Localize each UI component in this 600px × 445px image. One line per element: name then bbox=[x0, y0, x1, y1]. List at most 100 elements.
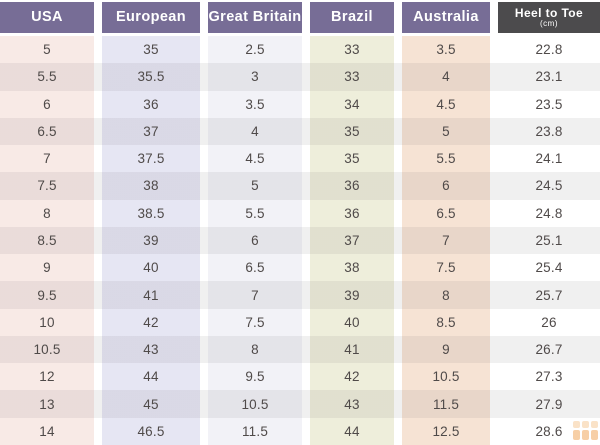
table-cell-usa: 10 bbox=[0, 308, 94, 336]
table-cell-australia: 12.5 bbox=[402, 417, 490, 445]
table-cell-usa: 5 bbox=[0, 36, 94, 64]
table-cell-heel-to-toe: 25.4 bbox=[498, 254, 600, 282]
table-cell-great-britain: 10.5 bbox=[208, 390, 302, 418]
table-cell-usa: 6.5 bbox=[0, 117, 94, 146]
table-cell-great-britain: 2.5 bbox=[208, 36, 302, 64]
table-cell-heel-to-toe: 22.8 bbox=[498, 36, 600, 64]
table-cell-usa: 10.5 bbox=[0, 335, 94, 364]
table-row: 10 42 7.5 40 8.5 26 bbox=[0, 308, 600, 336]
table-cell-australia: 5.5 bbox=[402, 145, 490, 173]
table-cell-brazil: 35 bbox=[310, 117, 394, 146]
table-cell-australia: 8.5 bbox=[402, 308, 490, 336]
table-cell-australia: 6 bbox=[402, 172, 490, 200]
table-cell-heel-to-toe: 27.3 bbox=[498, 363, 600, 391]
header-label-great-britain: Great Britain bbox=[208, 8, 302, 25]
table-cell-usa: 6 bbox=[0, 90, 94, 118]
header-label-usa: USA bbox=[31, 8, 63, 25]
table-row: 5.5 35.5 3 33 4 23.1 bbox=[0, 63, 600, 91]
watermark-table-grid-icon bbox=[573, 421, 598, 442]
table-cell-brazil: 33 bbox=[310, 63, 394, 91]
table-cell-great-britain: 4 bbox=[208, 117, 302, 146]
table-cell-australia: 7.5 bbox=[402, 254, 490, 282]
table-cell-usa: 5.5 bbox=[0, 63, 94, 91]
table-cell-brazil: 33 bbox=[310, 36, 394, 64]
table-cell-european: 42 bbox=[102, 308, 200, 336]
table-row: 10.5 43 8 41 9 26.7 bbox=[0, 335, 600, 364]
table-cell-usa: 8.5 bbox=[0, 226, 94, 255]
table-cell-brazil: 35 bbox=[310, 145, 394, 173]
table-cell-great-britain: 3.5 bbox=[208, 90, 302, 118]
table-cell-usa: 13 bbox=[0, 390, 94, 418]
table-row: 8.5 39 6 37 7 25.1 bbox=[0, 226, 600, 255]
table-cell-australia: 5 bbox=[402, 117, 490, 146]
table-cell-australia: 11.5 bbox=[402, 390, 490, 418]
table-cell-european: 37 bbox=[102, 117, 200, 146]
table-cell-brazil: 39 bbox=[310, 281, 394, 309]
header-cell-australia: Australia bbox=[402, 2, 490, 33]
table-row: 7 37.5 4.5 35 5.5 24.1 bbox=[0, 145, 600, 173]
header-cell-brazil: Brazil bbox=[310, 2, 394, 33]
table-cell-heel-to-toe: 23.5 bbox=[498, 90, 600, 118]
table-cell-european: 45 bbox=[102, 390, 200, 418]
table-cell-usa: 7 bbox=[0, 145, 94, 173]
table-row: 9.5 41 7 39 8 25.7 bbox=[0, 281, 600, 309]
table-row: 5 35 2.5 33 3.5 22.8 bbox=[0, 36, 600, 64]
table-cell-great-britain: 5 bbox=[208, 172, 302, 200]
table-row: 13 45 10.5 43 11.5 27.9 bbox=[0, 390, 600, 418]
table-cell-heel-to-toe: 26 bbox=[498, 308, 600, 336]
table-cell-european: 38 bbox=[102, 172, 200, 200]
table-cell-heel-to-toe: 23.1 bbox=[498, 63, 600, 91]
table-cell-great-britain: 7.5 bbox=[208, 308, 302, 336]
table-cell-usa: 8 bbox=[0, 199, 94, 227]
table-cell-heel-to-toe: 24.5 bbox=[498, 172, 600, 200]
table-cell-heel-to-toe: 26.7 bbox=[498, 335, 600, 364]
header-label-heel-to-toe: Heel to Toe bbox=[514, 6, 584, 20]
table-cell-heel-to-toe: 24.8 bbox=[498, 199, 600, 227]
table-cell-brazil: 40 bbox=[310, 308, 394, 336]
table-row: 14 46.5 11.5 44 12.5 28.6 bbox=[0, 417, 600, 445]
table-cell-heel-to-toe: 25.7 bbox=[498, 281, 600, 309]
table-cell-great-britain: 3 bbox=[208, 63, 302, 91]
table-cell-european: 43 bbox=[102, 335, 200, 364]
table-cell-european: 41 bbox=[102, 281, 200, 309]
table-cell-australia: 6.5 bbox=[402, 199, 490, 227]
table-cell-european: 36 bbox=[102, 90, 200, 118]
table-cell-australia: 4.5 bbox=[402, 90, 490, 118]
table-cell-great-britain: 11.5 bbox=[208, 417, 302, 445]
table-cell-heel-to-toe: 24.1 bbox=[498, 145, 600, 173]
table-cell-european: 40 bbox=[102, 254, 200, 282]
table-cell-usa: 9 bbox=[0, 254, 94, 282]
table-cell-great-britain: 6.5 bbox=[208, 254, 302, 282]
table-cell-european: 46.5 bbox=[102, 417, 200, 445]
table-row: 8 38.5 5.5 36 6.5 24.8 bbox=[0, 199, 600, 227]
table-cell-heel-to-toe: 27.9 bbox=[498, 390, 600, 418]
header-cell-usa: USA bbox=[0, 2, 94, 33]
table-cell-european: 35 bbox=[102, 36, 200, 64]
table-cell-brazil: 44 bbox=[310, 417, 394, 445]
table-cell-european: 35.5 bbox=[102, 63, 200, 91]
table-header-row: USA European Great Britain Brazil Austra… bbox=[0, 2, 600, 33]
table-cell-usa: 9.5 bbox=[0, 281, 94, 309]
table-cell-usa: 12 bbox=[0, 363, 94, 391]
table-cell-great-britain: 7 bbox=[208, 281, 302, 309]
header-label-brazil: Brazil bbox=[331, 8, 373, 25]
table-cell-brazil: 37 bbox=[310, 226, 394, 255]
table-cell-european: 38.5 bbox=[102, 199, 200, 227]
header-label-australia: Australia bbox=[413, 8, 479, 25]
table-cell-usa: 14 bbox=[0, 417, 94, 445]
table-cell-great-britain: 5.5 bbox=[208, 199, 302, 227]
table-cell-brazil: 42 bbox=[310, 363, 394, 391]
table-cell-heel-to-toe: 25.1 bbox=[498, 226, 600, 255]
table-row: 6.5 37 4 35 5 23.8 bbox=[0, 117, 600, 146]
table-cell-great-britain: 8 bbox=[208, 335, 302, 364]
table-cell-european: 39 bbox=[102, 226, 200, 255]
table-cell-great-britain: 9.5 bbox=[208, 363, 302, 391]
table-cell-australia: 10.5 bbox=[402, 363, 490, 391]
table-cell-heel-to-toe: 23.8 bbox=[498, 117, 600, 146]
table-body: 5 35 2.5 33 3.5 22.8 5.5 35.5 3 33 4 23.1 6 36 3.5 34 4.… bbox=[0, 36, 600, 445]
table-row: 9 40 6.5 38 7.5 25.4 bbox=[0, 254, 600, 282]
table-cell-brazil: 43 bbox=[310, 390, 394, 418]
table-cell-brazil: 41 bbox=[310, 335, 394, 364]
table-cell-brazil: 38 bbox=[310, 254, 394, 282]
